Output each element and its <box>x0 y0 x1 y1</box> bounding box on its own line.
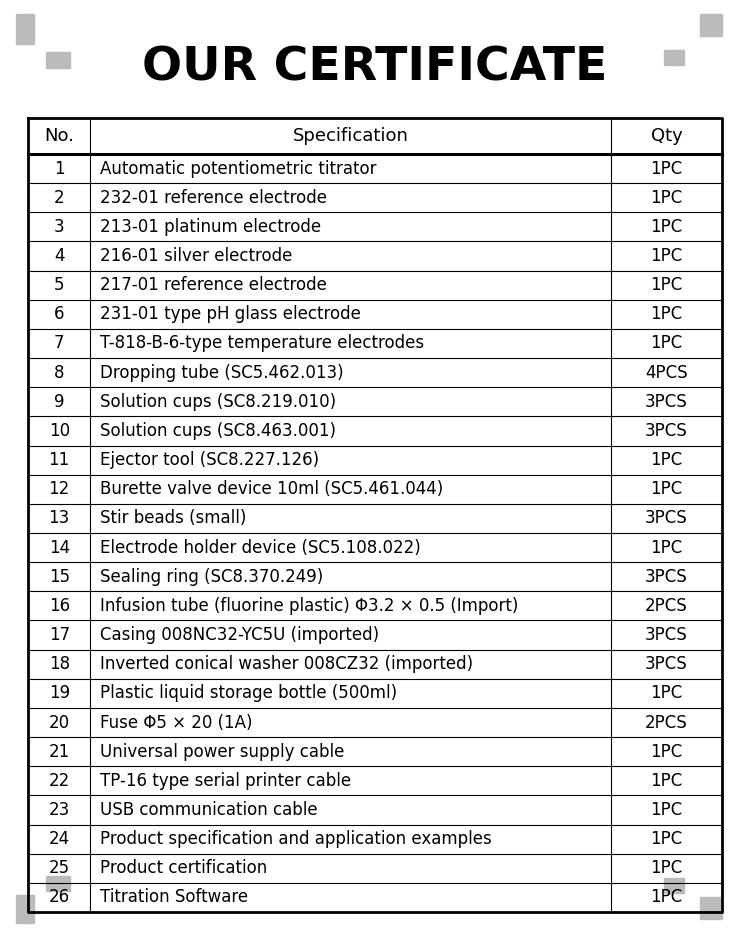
Text: 1PC: 1PC <box>650 801 682 819</box>
Text: Fuse Φ5 × 20 (1A): Fuse Φ5 × 20 (1A) <box>100 713 253 732</box>
Text: 4PCS: 4PCS <box>645 364 688 382</box>
Bar <box>664 878 684 893</box>
Text: 9: 9 <box>54 393 64 411</box>
Text: 232-01 reference electrode: 232-01 reference electrode <box>100 189 328 207</box>
Text: 21: 21 <box>49 742 70 761</box>
Text: 1PC: 1PC <box>650 830 682 848</box>
Text: 10: 10 <box>49 422 70 440</box>
Text: Ejector tool (SC8.227.126): Ejector tool (SC8.227.126) <box>100 451 320 469</box>
Text: 23: 23 <box>49 801 70 819</box>
Text: 7: 7 <box>54 334 64 353</box>
Text: 213-01 platinum electrode: 213-01 platinum electrode <box>100 218 322 236</box>
Text: 17: 17 <box>49 626 70 644</box>
Text: 20: 20 <box>49 713 70 732</box>
Text: 1PC: 1PC <box>650 742 682 761</box>
Text: 3PCS: 3PCS <box>645 393 688 411</box>
Text: Product certification: Product certification <box>100 859 268 877</box>
Bar <box>16 895 34 923</box>
Text: 2: 2 <box>54 189 64 207</box>
Text: 216-01 silver electrode: 216-01 silver electrode <box>100 247 292 265</box>
Text: 1PC: 1PC <box>650 305 682 323</box>
Text: Plastic liquid storage bottle (500ml): Plastic liquid storage bottle (500ml) <box>100 684 398 702</box>
Text: 217-01 reference electrode: 217-01 reference electrode <box>100 276 327 294</box>
Text: 231-01 type pH glass electrode: 231-01 type pH glass electrode <box>100 305 362 323</box>
Text: 26: 26 <box>49 888 70 906</box>
Bar <box>16 14 34 44</box>
Bar <box>46 876 70 891</box>
Text: Solution cups (SC8.219.010): Solution cups (SC8.219.010) <box>100 393 337 411</box>
Text: 2PCS: 2PCS <box>645 713 688 732</box>
Text: 19: 19 <box>49 684 70 702</box>
Text: 16: 16 <box>49 597 70 615</box>
Text: 14: 14 <box>49 538 70 557</box>
Text: 1PC: 1PC <box>650 888 682 906</box>
Text: 13: 13 <box>49 509 70 527</box>
Text: 3PCS: 3PCS <box>645 509 688 527</box>
Text: 1PC: 1PC <box>650 451 682 469</box>
Text: 4: 4 <box>54 247 64 265</box>
Text: 1PC: 1PC <box>650 480 682 498</box>
Text: 1PC: 1PC <box>650 859 682 877</box>
Text: Casing 008NC32-YC5U (imported): Casing 008NC32-YC5U (imported) <box>100 626 380 644</box>
Text: USB communication cable: USB communication cable <box>100 801 318 819</box>
Text: 1: 1 <box>54 159 64 178</box>
Text: 25: 25 <box>49 859 70 877</box>
Bar <box>700 897 722 919</box>
Text: 1PC: 1PC <box>650 189 682 207</box>
Text: Stir beads (small): Stir beads (small) <box>100 509 247 527</box>
Text: 12: 12 <box>49 480 70 498</box>
Text: 3PCS: 3PCS <box>645 655 688 673</box>
Text: 8: 8 <box>54 364 64 382</box>
Text: No.: No. <box>44 127 74 145</box>
Text: Dropping tube (SC5.462.013): Dropping tube (SC5.462.013) <box>100 364 344 382</box>
Bar <box>664 50 684 65</box>
Text: 1PC: 1PC <box>650 159 682 178</box>
Text: Burette valve device 10ml (SC5.461.044): Burette valve device 10ml (SC5.461.044) <box>100 480 444 498</box>
Text: Solution cups (SC8.463.001): Solution cups (SC8.463.001) <box>100 422 337 440</box>
Text: 3PCS: 3PCS <box>645 626 688 644</box>
Text: 22: 22 <box>49 772 70 790</box>
Bar <box>700 14 722 36</box>
Text: Product specification and application examples: Product specification and application ex… <box>100 830 492 848</box>
Text: Universal power supply cable: Universal power supply cable <box>100 742 345 761</box>
Text: Inverted conical washer 008CZ32 (imported): Inverted conical washer 008CZ32 (importe… <box>100 655 473 673</box>
Text: 3: 3 <box>54 218 64 236</box>
Text: Titration Software: Titration Software <box>100 888 248 906</box>
Text: 24: 24 <box>49 830 70 848</box>
Bar <box>46 52 70 68</box>
Text: 1PC: 1PC <box>650 218 682 236</box>
Text: 3PCS: 3PCS <box>645 568 688 586</box>
Text: OUR CERTIFICATE: OUR CERTIFICATE <box>142 46 608 91</box>
Text: 5: 5 <box>54 276 64 294</box>
Text: 1PC: 1PC <box>650 772 682 790</box>
Text: Electrode holder device (SC5.108.022): Electrode holder device (SC5.108.022) <box>100 538 422 557</box>
Text: Qty: Qty <box>650 127 682 145</box>
Text: 1PC: 1PC <box>650 538 682 557</box>
Text: TP-16 type serial printer cable: TP-16 type serial printer cable <box>100 772 352 790</box>
Text: Automatic potentiometric titrator: Automatic potentiometric titrator <box>100 159 377 178</box>
Text: 1PC: 1PC <box>650 247 682 265</box>
Text: 3PCS: 3PCS <box>645 422 688 440</box>
Text: T-818-B-6-type temperature electrodes: T-818-B-6-type temperature electrodes <box>100 334 424 353</box>
Text: Sealing ring (SC8.370.249): Sealing ring (SC8.370.249) <box>100 568 324 586</box>
Text: 18: 18 <box>49 655 70 673</box>
Text: 2PCS: 2PCS <box>645 597 688 615</box>
Text: 1PC: 1PC <box>650 334 682 353</box>
Text: Specification: Specification <box>292 127 409 145</box>
Text: Infusion tube (fluorine plastic) Φ3.2 × 0.5 (Import): Infusion tube (fluorine plastic) Φ3.2 × … <box>100 597 519 615</box>
Text: 1PC: 1PC <box>650 276 682 294</box>
Text: 15: 15 <box>49 568 70 586</box>
Text: 1PC: 1PC <box>650 684 682 702</box>
Text: 6: 6 <box>54 305 64 323</box>
Text: 11: 11 <box>49 451 70 469</box>
